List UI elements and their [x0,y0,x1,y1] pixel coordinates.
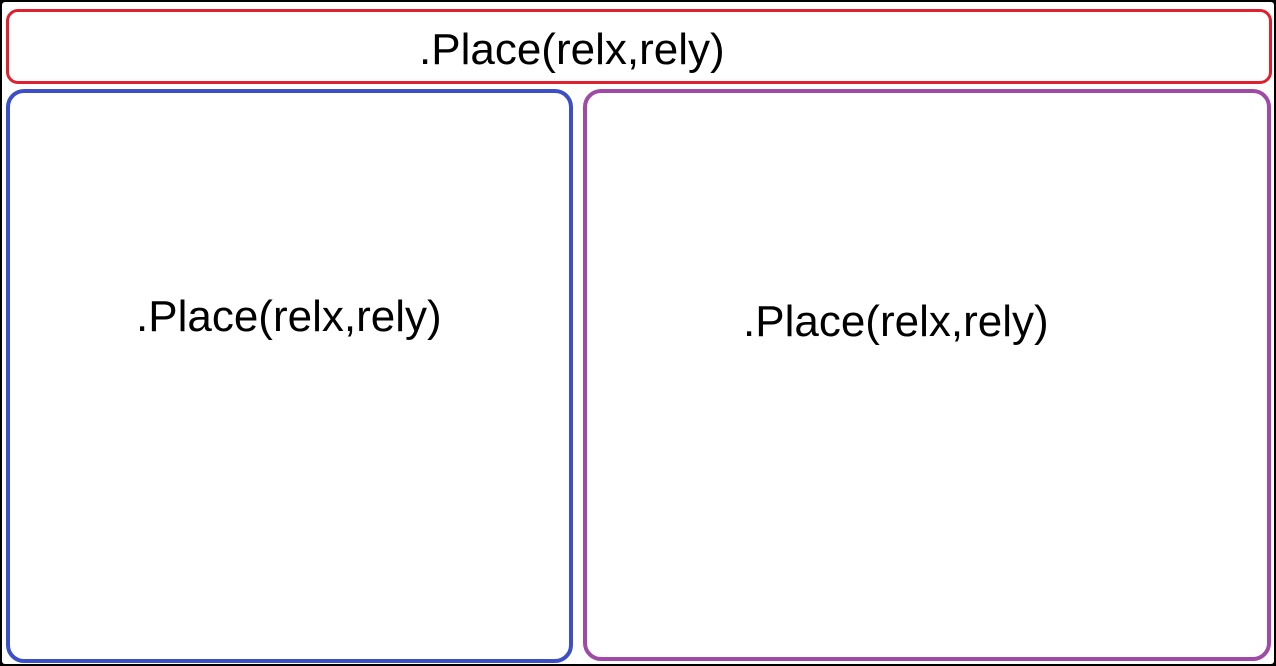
top-region-label: .Place(relx,rely) [419,25,725,74]
left-region-box: .Place(relx,rely) [6,89,573,663]
left-region-label: .Place(relx,rely) [136,292,442,341]
top-region-box: .Place(relx,rely) [6,9,1272,84]
right-region-label: .Place(relx,rely) [743,297,1049,346]
right-region-box: .Place(relx,rely) [583,89,1271,661]
